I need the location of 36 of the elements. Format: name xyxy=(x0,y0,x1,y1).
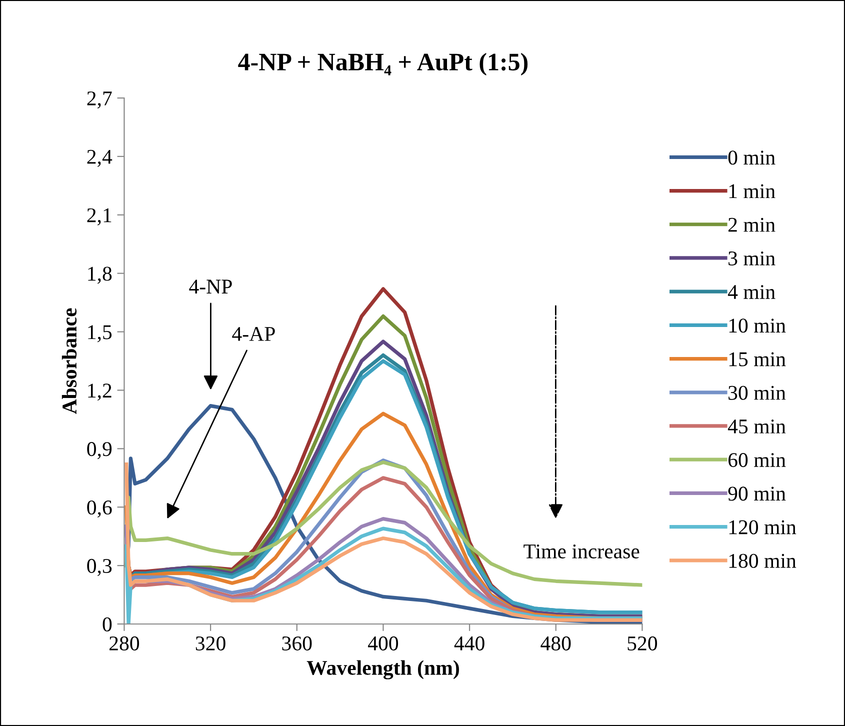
y-tick-label: 0 xyxy=(102,617,112,632)
x-tick-label: 480 xyxy=(540,636,571,650)
x-tick-label: 320 xyxy=(196,636,226,650)
y-tick-label: 1,2 xyxy=(88,384,112,401)
y-tick-label: 1,8 xyxy=(88,266,112,284)
x-tick-label: 280 xyxy=(110,636,140,650)
legend-label: 4 min xyxy=(728,285,776,299)
legend-label: 3 min xyxy=(728,251,776,266)
y-tick-label: 0,9 xyxy=(87,442,112,460)
x-tick-label: 400 xyxy=(368,636,398,650)
x-tick-label: 440 xyxy=(454,636,484,650)
x-tick-label: 360 xyxy=(282,636,312,650)
legend-label: 45 min xyxy=(728,419,786,434)
legend-label: 30 min xyxy=(728,386,786,400)
y-axis-title: Absorbance xyxy=(62,308,77,414)
y-tick-label: 2,4 xyxy=(87,150,112,167)
x-tick-label: 520 xyxy=(628,636,658,650)
y-tick-label: 1,5 xyxy=(88,325,112,342)
y-tick-label: 2,1 xyxy=(87,208,112,226)
legend-label: 10 min xyxy=(729,318,786,333)
y-tick-label: 0,6 xyxy=(87,500,112,518)
legend-label: 60 min xyxy=(728,453,786,468)
legend-label: 2 min xyxy=(728,218,776,232)
legend-label: 1 min xyxy=(729,184,776,198)
legend-label: 15 min xyxy=(729,352,786,366)
annotation: Time increase xyxy=(524,544,640,558)
annotation: 4-AP xyxy=(232,327,275,341)
legend-label: 120 min xyxy=(729,520,796,534)
annotation: 4-NP xyxy=(189,280,232,294)
x-axis-title: Wavelength (nm) xyxy=(306,660,459,680)
chart-title: 4-NP + NaBH₄ + AuPt (1:5) xyxy=(238,52,528,76)
y-tick-label: 0,3 xyxy=(87,558,112,576)
legend-label: 90 min xyxy=(728,486,786,501)
legend-label: 180 min xyxy=(729,554,796,568)
y-tick-label: 2,7 xyxy=(87,91,112,108)
legend-label: 0 min xyxy=(728,150,776,165)
